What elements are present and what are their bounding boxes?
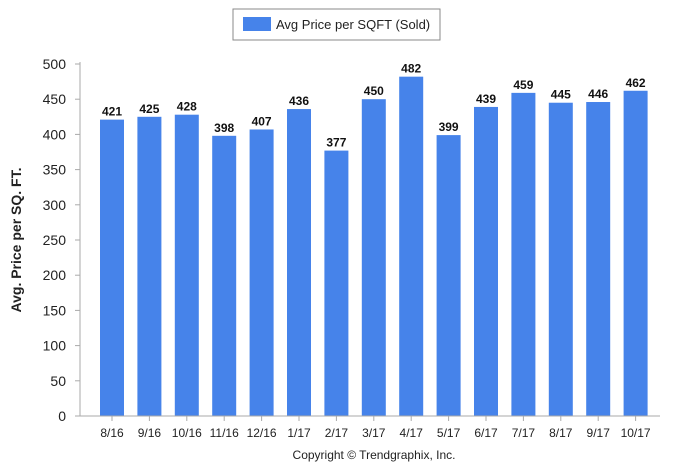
x-tick-label: 11/16 [210, 426, 239, 440]
bar-value-label: 398 [214, 121, 234, 135]
bar [361, 99, 386, 416]
bar-value-label: 482 [401, 62, 421, 76]
y-tick-label: 250 [43, 232, 67, 248]
x-tick-label: 10/16 [172, 426, 202, 440]
y-tick-label: 100 [43, 338, 67, 354]
bar [249, 129, 274, 417]
data-labels: 421 425 428 398 407 436 377 450 482 399 439 459 445 4… [102, 62, 646, 150]
y-tick-label: 350 [43, 162, 67, 178]
bar-value-label: 421 [102, 105, 122, 119]
bar [623, 90, 648, 416]
bar [174, 114, 199, 417]
x-tick-label: 8/16 [100, 426, 124, 440]
x-tick-label: 10/17 [621, 426, 651, 440]
bar [474, 106, 498, 416]
bar [100, 119, 124, 416]
x-tick-label: 9/16 [138, 426, 162, 440]
x-tick-label: 1/17 [287, 426, 311, 440]
x-tick-label: 5/17 [437, 426, 461, 440]
bar-value-label: 377 [326, 136, 346, 150]
bar [511, 92, 536, 416]
x-tick-label: 6/17 [474, 426, 498, 440]
bar-value-label: 446 [588, 87, 608, 101]
y-tick-label: 450 [43, 91, 67, 107]
bar [548, 102, 573, 416]
y-tick-label: 50 [50, 373, 66, 389]
x-tick-label: 9/17 [587, 426, 611, 440]
bar-value-label: 439 [476, 92, 496, 106]
bar-value-label: 459 [513, 78, 533, 92]
bar-value-label: 462 [626, 76, 646, 90]
bar [212, 135, 237, 417]
bar [324, 150, 349, 417]
x-tick-label: 4/17 [400, 426, 424, 440]
legend-swatch [243, 17, 271, 31]
x-axis-ticks: 8/16 9/16 10/16 11/16 12/16 1/17 2/17 3/17 4/17 5… [100, 416, 651, 440]
y-axis-ticks: 0 50 100 150 200 250 300 350 400 450 500 [43, 56, 80, 424]
x-tick-label: 12/16 [247, 426, 277, 440]
bar-value-label: 428 [177, 100, 197, 114]
y-axis-title: Avg. Price per SQ. FT. [8, 168, 24, 313]
y-tick-label: 500 [43, 56, 67, 72]
bar-value-label: 450 [364, 84, 384, 98]
y-tick-label: 150 [43, 302, 67, 318]
legend: Avg Price per SQFT (Sold) [232, 8, 441, 41]
x-tick-label: 3/17 [362, 426, 386, 440]
bar-value-label: 399 [439, 120, 459, 134]
bar [287, 109, 311, 416]
copyright-text: Copyright © Trendgraphix, Inc. [293, 448, 456, 462]
x-tick-label: 2/17 [325, 426, 349, 440]
x-tick-label: 7/17 [512, 426, 536, 440]
bar-value-label: 425 [139, 102, 159, 116]
bar-value-label: 407 [252, 114, 272, 128]
y-tick-label: 0 [58, 408, 66, 424]
bar [399, 76, 424, 416]
y-tick-label: 400 [43, 126, 67, 142]
bar-value-label: 445 [551, 88, 571, 102]
bars [100, 76, 648, 417]
legend-label: Avg Price per SQFT (Sold) [276, 17, 430, 32]
bar-value-label: 436 [289, 94, 309, 108]
y-tick-label: 200 [43, 267, 67, 283]
bar [137, 116, 162, 417]
x-tick-label: 8/17 [549, 426, 573, 440]
bar [436, 135, 461, 416]
bar [586, 102, 611, 417]
y-tick-label: 300 [43, 197, 67, 213]
